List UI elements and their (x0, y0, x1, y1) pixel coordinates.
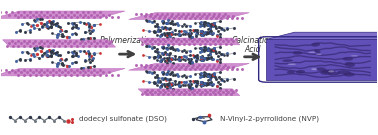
Ellipse shape (308, 52, 316, 53)
Text: Calcination: Calcination (232, 36, 274, 45)
Polygon shape (129, 13, 249, 19)
Ellipse shape (311, 68, 317, 70)
Ellipse shape (328, 70, 334, 72)
Polygon shape (266, 32, 378, 39)
Ellipse shape (338, 70, 351, 74)
Ellipse shape (316, 54, 322, 55)
Ellipse shape (342, 57, 353, 61)
Ellipse shape (320, 70, 332, 75)
Ellipse shape (323, 70, 333, 72)
Ellipse shape (311, 43, 320, 47)
Polygon shape (3, 40, 116, 47)
Ellipse shape (296, 70, 305, 74)
Polygon shape (129, 63, 249, 70)
Text: dodecyl sulfonate (DSO): dodecyl sulfonate (DSO) (79, 116, 167, 122)
Polygon shape (138, 89, 240, 96)
Ellipse shape (328, 72, 341, 75)
Ellipse shape (282, 59, 293, 62)
Ellipse shape (316, 67, 326, 71)
Ellipse shape (343, 72, 355, 77)
Ellipse shape (288, 63, 296, 65)
Ellipse shape (314, 49, 321, 53)
Ellipse shape (323, 70, 335, 73)
Polygon shape (138, 38, 240, 45)
Ellipse shape (287, 71, 295, 74)
Polygon shape (266, 39, 378, 80)
Ellipse shape (293, 51, 302, 55)
Polygon shape (0, 68, 125, 76)
Ellipse shape (344, 62, 355, 67)
Text: Polymerization: Polymerization (100, 36, 156, 45)
Text: Acid: Acid (245, 45, 261, 54)
Text: N-Vinyl-2-pyrrolidone (NVP): N-Vinyl-2-pyrrolidone (NVP) (220, 116, 319, 122)
Ellipse shape (350, 55, 358, 56)
Polygon shape (0, 11, 125, 18)
